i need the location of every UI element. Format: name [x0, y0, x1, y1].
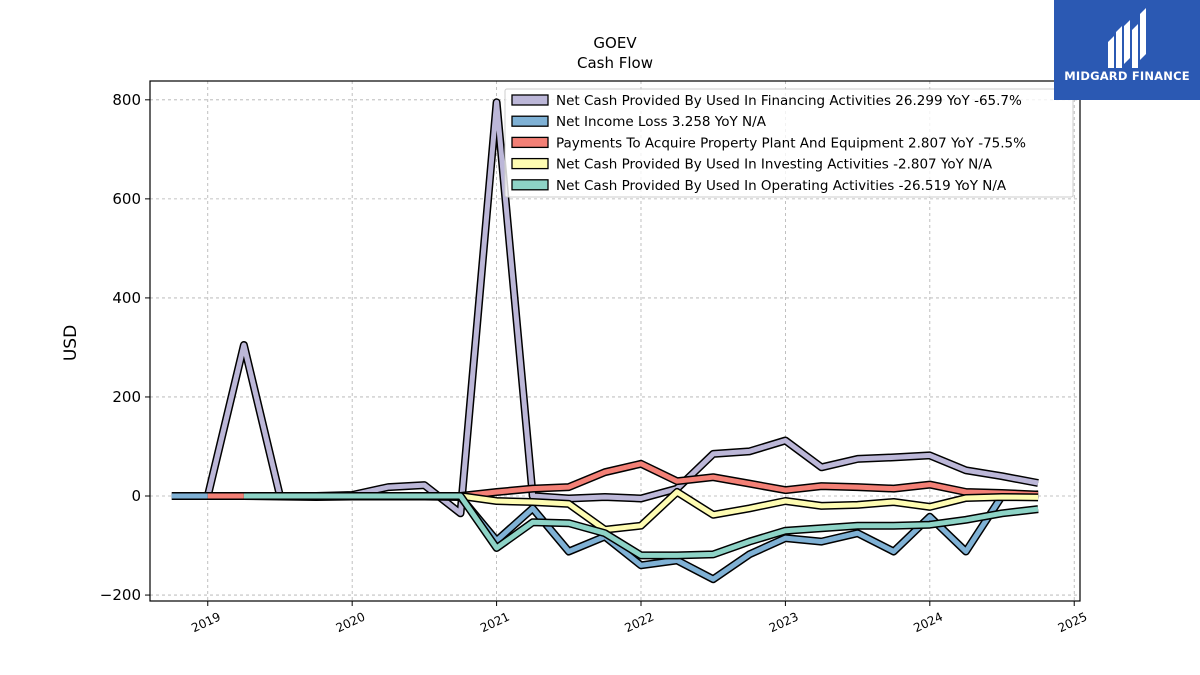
- x-tick-label: 2019: [189, 610, 223, 636]
- series-line-2: [207, 461, 1039, 499]
- brand-logo: MIDGARD FINANCE: [1054, 0, 1200, 100]
- y-axis-label: USD: [61, 325, 81, 361]
- legend-label-2: Payments To Acquire Property Plant And E…: [556, 135, 1026, 151]
- legend-swatch-4: [511, 179, 549, 191]
- chart-title: GOEV: [593, 34, 637, 52]
- x-tick-label: 2021: [478, 610, 512, 636]
- legend-label-1: Net Income Loss 3.258 YoY N/A: [556, 114, 767, 130]
- x-tick-label: 2020: [334, 610, 368, 636]
- y-tick-label: 600: [112, 190, 141, 208]
- plot-frame: [149, 80, 1081, 602]
- x-tick-label: 2025: [1056, 610, 1090, 636]
- legend-swatch-1: [511, 115, 549, 127]
- legend: Net Cash Provided By Used In Financing A…: [504, 88, 1074, 198]
- legend-swatch-2: [511, 136, 549, 149]
- y-tick-label: 800: [112, 91, 141, 109]
- x-tick-label: 2024: [911, 610, 945, 636]
- y-tick-label: −200: [100, 586, 141, 604]
- y-tick-label: 400: [112, 289, 141, 307]
- legend-label-0: Net Cash Provided By Used In Financing A…: [556, 93, 1022, 109]
- midgard-logo-icon: [1108, 8, 1146, 68]
- x-tick-label: 2023: [767, 610, 801, 636]
- legend-swatch-3: [511, 157, 549, 170]
- series-lines: [171, 98, 1039, 584]
- x-tick-label: 2022: [623, 610, 657, 636]
- series-line-4: [243, 493, 1039, 558]
- legend-swatch-0: [511, 94, 549, 106]
- legend-box: [504, 88, 1074, 198]
- y-tick-label: 0: [131, 487, 141, 505]
- chart-subtitle: Cash Flow: [577, 54, 653, 72]
- brand-name: MIDGARD FINANCE: [1064, 69, 1190, 83]
- legend-label-3: Net Cash Provided By Used In Investing A…: [556, 157, 993, 173]
- y-tick-label: 200: [112, 388, 141, 406]
- legend-label-4: Net Cash Provided By Used In Operating A…: [556, 178, 1007, 194]
